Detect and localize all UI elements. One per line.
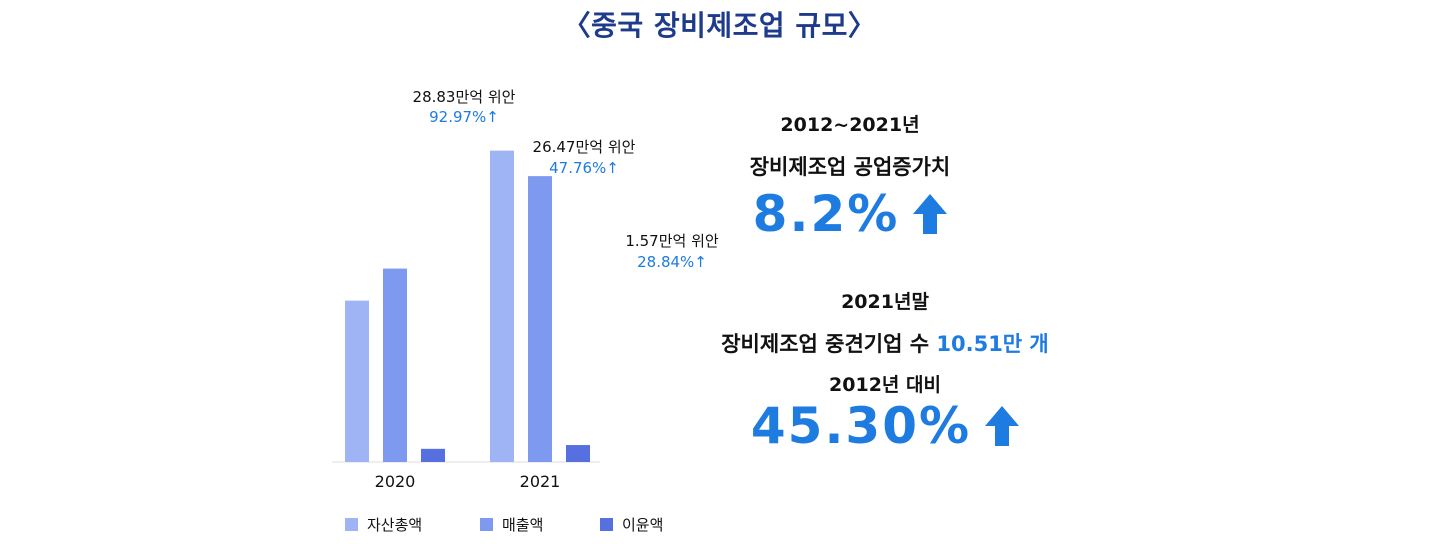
stat-period-1: 2012~2021년 — [780, 114, 920, 136]
legend-label: 자산총액 — [367, 516, 422, 534]
data-label-value: 28.83만억 위안 — [413, 88, 516, 106]
bar-2021-1 — [490, 150, 514, 463]
stat-period-2: 2021년말 — [841, 291, 929, 313]
x-tick-label: 2020 — [375, 472, 416, 491]
legend-label: 이윤액 — [622, 516, 663, 534]
legend-swatch — [480, 518, 493, 531]
data-label-value: 26.47만억 위안 — [533, 138, 636, 156]
legend-swatch — [345, 518, 358, 531]
bar-2020-3 — [421, 448, 445, 462]
x-tick-label: 2021 — [520, 472, 561, 491]
stat-value-2-row: 45.30% — [690, 397, 1080, 455]
stat-value-1-row: 8.2% — [735, 185, 965, 243]
stat-label-2: 장비제조업 중견기업 수 — [721, 332, 930, 356]
bar-2020-2 — [383, 268, 407, 462]
bar-chart: 2020 2021 28.83만억 위안 92.97%↑ 26.47만억 위안 47.76… — [332, 88, 719, 534]
data-label-growth: 28.84%↑ — [637, 253, 707, 271]
stat-block-value-added: 2012~2021년 장비제조업 공업증가치 8.2% — [735, 110, 965, 243]
data-label-value: 1.57만억 위안 — [625, 232, 719, 250]
legend-label: 매출액 — [502, 516, 543, 534]
data-label-growth: 92.97%↑ — [429, 108, 499, 126]
bar-2021-2 — [528, 176, 552, 462]
stat-highlight-2: 10.51만 개 — [936, 332, 1049, 356]
page-title: 〈중국 장비제조업 규모〉 — [562, 9, 877, 42]
stat-compare-2: 2012년 대비 — [829, 374, 941, 396]
bar-2021-3 — [566, 445, 590, 462]
stat-label-1: 장비제조업 공업증가치 — [749, 155, 951, 179]
legend-swatch — [600, 518, 613, 531]
stat-value-2: 45.30% — [750, 397, 972, 455]
stat-value-1: 8.2% — [752, 185, 900, 243]
arrow-up-icon — [985, 406, 1020, 446]
stat-label-2-row: 장비제조업 중견기업 수 10.51만 개 — [690, 328, 1080, 358]
stat-block-enterprises: 2021년말 장비제조업 중견기업 수 10.51만 개 2012년 대비 45… — [690, 287, 1080, 455]
bar-2020-1 — [345, 300, 369, 462]
data-label-growth: 47.76%↑ — [549, 159, 619, 177]
arrow-up-icon — [913, 194, 948, 234]
